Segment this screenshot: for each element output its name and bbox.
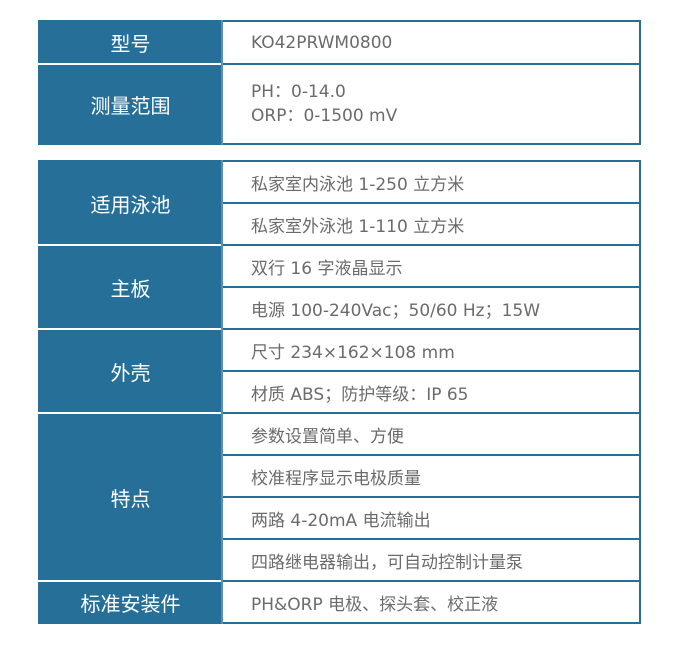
table-row: 四路继电器输出，可自动控制计量泵: [39, 538, 640, 581]
spec-table-basic: 型号 KO42PRWM0800 测量范围 PH：0-14.0 ORP：0-150…: [38, 20, 641, 145]
table-row: 特点 参数设置简单、方便: [39, 412, 640, 581]
row-label-features: 特点: [39, 412, 223, 581]
cell-value: 电源 100-240Vac；50/60 Hz；15W: [222, 286, 640, 329]
table-row: 适用泳池 私家室内泳池 1-250 立方米: [39, 161, 640, 245]
table-row: 测量范围 PH：0-14.0 ORP：0-1500 mV: [39, 63, 640, 144]
row-label-housing: 外壳: [39, 328, 223, 413]
cell-value: PH&ORP 电极、探头套、校正液: [222, 580, 640, 623]
cell-value: 尺寸 234×162×108 mm: [222, 328, 640, 371]
cell-value: 参数设置简单、方便: [222, 412, 640, 455]
table-row: 私家室外泳池 1-110 立方米: [39, 202, 640, 245]
row-label-pool: 适用泳池: [39, 161, 223, 245]
cell-value: 四路继电器输出，可自动控制计量泵: [222, 538, 640, 581]
row-label-accessories: 标准安装件: [39, 580, 223, 623]
range-value: PH：0-14.0 ORP：0-1500 mV: [222, 63, 640, 144]
cell-value: 两路 4-20mA 电流输出: [222, 496, 640, 539]
table-row: 主板 双行 16 字液晶显示: [39, 244, 640, 329]
cell-value: 材质 ABS；防护等级：IP 65: [222, 370, 640, 413]
cell-value: 私家室外泳池 1-110 立方米: [222, 202, 640, 245]
model-value: KO42PRWM0800: [222, 21, 640, 64]
orp-range: ORP：0-1500 mV: [251, 106, 398, 126]
spec-table-details: 适用泳池 私家室内泳池 1-250 立方米 私家室外泳池 1-110 立方米 主…: [38, 160, 641, 624]
table-row: 两路 4-20mA 电流输出: [39, 496, 640, 539]
cell-value: 双行 16 字液晶显示: [222, 244, 640, 287]
table-row: 电源 100-240Vac；50/60 Hz；15W: [39, 286, 640, 329]
row-label-range: 测量范围: [39, 63, 223, 144]
cell-value: 校准程序显示电极质量: [222, 454, 640, 497]
table-row: 外壳 尺寸 234×162×108 mm: [39, 328, 640, 413]
table-row: 校准程序显示电极质量: [39, 454, 640, 497]
row-label-board: 主板: [39, 244, 223, 329]
table-row: 标准安装件 PH&ORP 电极、探头套、校正液: [39, 580, 640, 623]
table-row: 型号 KO42PRWM0800: [39, 21, 640, 64]
ph-range: PH：0-14.0: [251, 82, 346, 102]
row-label-model: 型号: [39, 21, 223, 64]
cell-value: 私家室内泳池 1-250 立方米: [222, 161, 640, 203]
table-row: 材质 ABS；防护等级：IP 65: [39, 370, 640, 413]
